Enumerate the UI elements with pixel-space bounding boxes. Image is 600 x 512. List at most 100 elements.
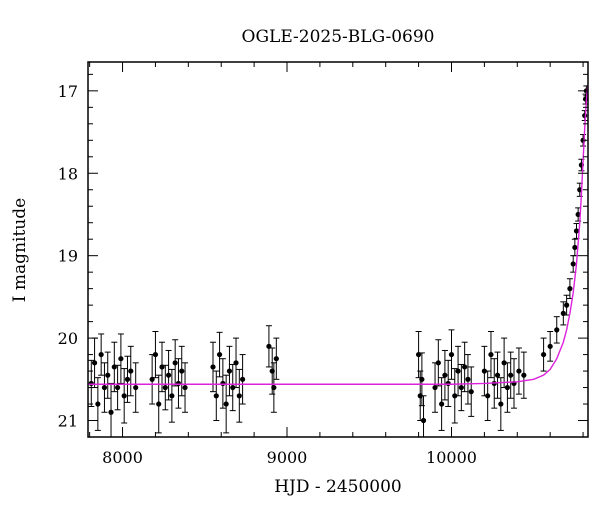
data-point — [88, 359, 95, 408]
data-point — [127, 345, 134, 397]
point-marker — [547, 343, 553, 349]
point-marker — [124, 376, 131, 382]
point-marker — [230, 384, 236, 391]
data-point — [448, 329, 455, 380]
data-point — [560, 301, 567, 326]
point-marker — [462, 364, 468, 370]
point-marker — [240, 376, 246, 382]
point-marker — [540, 351, 547, 358]
data-point — [219, 358, 226, 409]
point-marker — [435, 360, 441, 366]
y-tick-label: 18 — [58, 164, 78, 183]
point-marker — [273, 356, 279, 362]
point-marker — [98, 351, 104, 358]
data-point — [547, 331, 554, 362]
data-point — [210, 341, 216, 393]
data-point — [229, 363, 236, 412]
point-marker — [169, 393, 175, 399]
y-axis-ticks: 17 18 19 20 21 — [58, 73, 588, 438]
data-point — [114, 364, 121, 411]
data-point — [178, 345, 185, 397]
point-marker — [133, 384, 139, 391]
data-point — [265, 325, 272, 368]
point-marker — [508, 372, 514, 378]
point-marker — [223, 401, 229, 407]
point-marker — [172, 360, 178, 366]
data-point — [165, 349, 172, 401]
data-point — [455, 345, 462, 397]
data-point — [94, 377, 101, 431]
data-point — [420, 395, 427, 437]
point-marker — [226, 368, 233, 374]
point-marker — [179, 368, 185, 374]
data-point — [510, 358, 517, 409]
data-point — [236, 368, 243, 423]
data-point — [504, 362, 511, 413]
point-marker — [445, 380, 451, 387]
point-marker — [233, 360, 239, 366]
point-marker — [521, 372, 527, 378]
data-point — [432, 362, 439, 413]
point-marker — [105, 372, 111, 378]
data-point — [124, 355, 131, 403]
data-point — [540, 337, 547, 372]
data-point — [91, 337, 98, 389]
y-tick-label: 21 — [58, 412, 78, 431]
point-marker — [516, 368, 522, 374]
x-axis-label: HJD - 2450000 — [274, 477, 402, 497]
data-point — [121, 368, 128, 424]
data-point — [182, 362, 189, 413]
x-tick-label: 10000 — [426, 448, 477, 467]
data-point — [149, 354, 156, 405]
point-marker — [162, 384, 168, 391]
model-curve — [88, 86, 588, 385]
point-marker — [575, 211, 581, 218]
point-marker — [448, 351, 455, 358]
data-point — [104, 351, 111, 399]
data-point — [162, 364, 169, 411]
point-marker — [570, 261, 576, 267]
data-point — [575, 207, 582, 222]
data-point — [461, 341, 468, 393]
data-point — [484, 370, 491, 422]
point-marker — [213, 393, 219, 399]
data-point — [515, 347, 522, 395]
point-marker — [152, 351, 159, 358]
point-marker — [91, 360, 98, 366]
point-marker — [95, 401, 101, 407]
point-marker — [504, 384, 511, 391]
data-points — [88, 85, 588, 437]
data-point — [226, 345, 233, 397]
data-point — [152, 331, 159, 379]
point-marker — [458, 384, 464, 391]
data-point — [553, 316, 560, 344]
point-marker — [108, 409, 114, 415]
x-tick-label: 9000 — [267, 448, 308, 467]
point-marker — [121, 393, 127, 399]
data-point — [159, 341, 166, 393]
point-marker — [165, 372, 172, 378]
chart-title: OGLE-2025-BLG-0690 — [242, 27, 435, 47]
point-marker — [465, 376, 471, 382]
data-point — [273, 337, 280, 380]
plot-frame — [87, 61, 589, 438]
point-marker — [271, 384, 277, 391]
point-marker — [420, 417, 427, 424]
point-marker — [572, 244, 578, 251]
data-point — [458, 363, 465, 412]
data-point — [132, 362, 139, 413]
data-point — [435, 339, 442, 387]
point-marker — [156, 401, 162, 407]
data-point — [507, 351, 514, 399]
point-marker — [481, 368, 487, 374]
data-point — [441, 349, 448, 401]
data-point — [168, 368, 175, 423]
point-marker — [419, 376, 425, 382]
point-marker — [554, 327, 560, 333]
point-marker — [182, 384, 188, 391]
data-point — [98, 333, 105, 376]
point-marker — [210, 364, 216, 370]
point-marker — [216, 351, 223, 358]
data-point — [501, 337, 508, 389]
